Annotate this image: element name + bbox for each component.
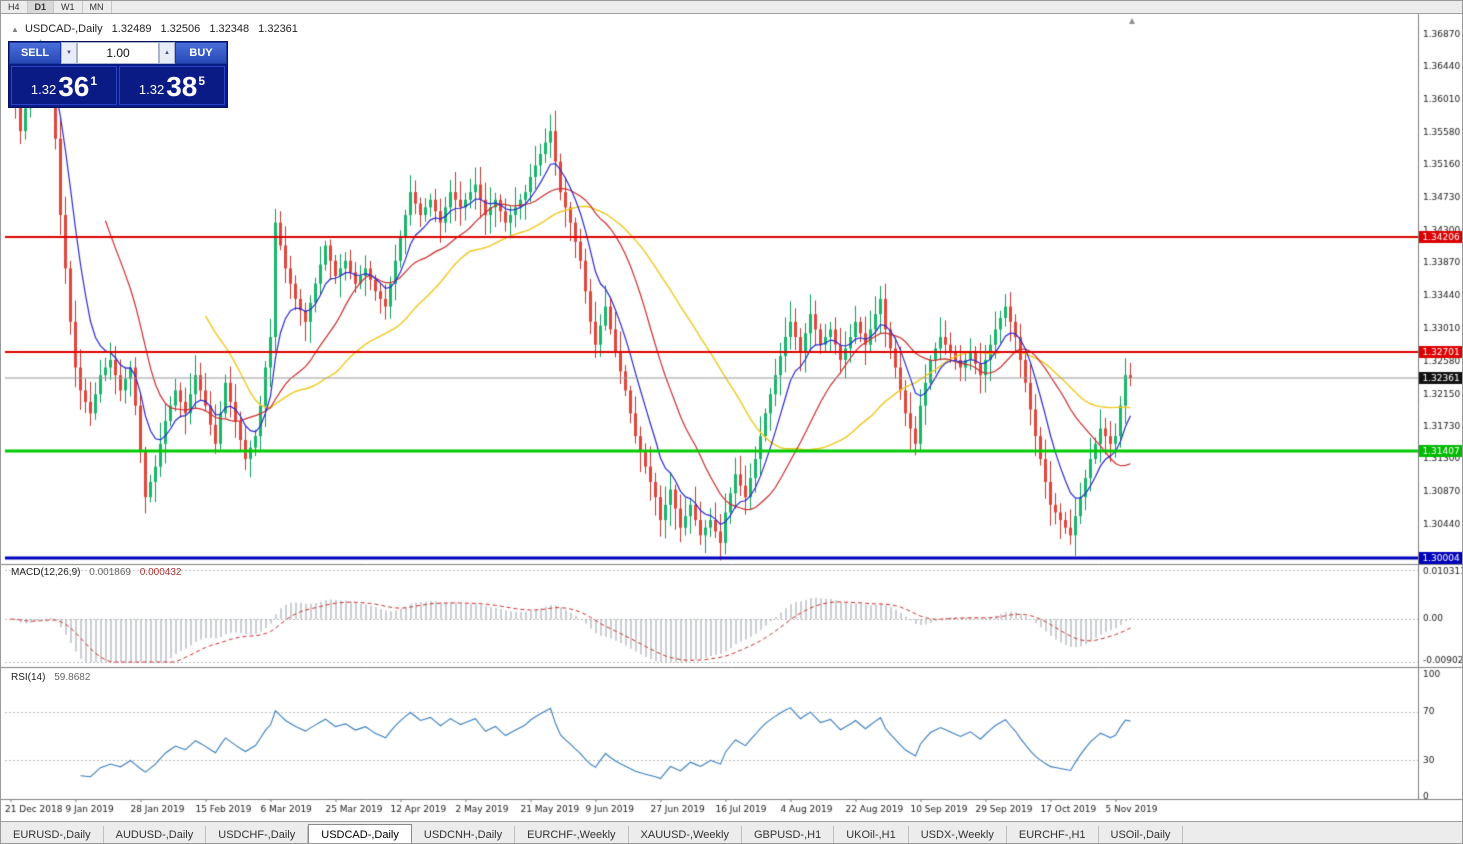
timeframe-button-h4[interactable]: H4 [1,1,28,13]
tab-eurusd-daily[interactable]: EURUSD-,Daily [1,826,104,843]
tab-usdcad-daily[interactable]: USDCAD-,Daily [308,824,412,843]
symbol-arrow-icon: ▲ [11,25,19,34]
macd-signal-value: 0.000432 [139,567,182,578]
ask-big-digits: 38 [166,71,198,102]
volume-decrease-button[interactable]: ▼ [61,42,77,64]
macd-main-value: 0.001869 [89,567,131,578]
tab-usdcnh-daily[interactable]: USDCNH-,Daily [412,826,516,843]
timeframe-button-w1[interactable]: W1 [54,1,83,13]
quote-high: 1.32506 [160,23,201,35]
tab-xauusd-weekly[interactable]: XAUUSD-,Weekly [629,826,742,843]
macd-name: MACD(12,26,9) [11,567,81,578]
tab-audusd-daily[interactable]: AUDUSD-,Daily [104,826,207,843]
buy-button[interactable]: BUY [175,42,227,64]
bid-pip-digit: 1 [90,74,98,88]
quote-low: 1.32348 [209,23,250,35]
bid-prefix: 1.32 [30,82,57,97]
tab-eurchf-weekly[interactable]: EURCHF-,Weekly [515,826,629,843]
one-click-trading-panel: SELL ▼ ▲ BUY 1.32 36 1 1.32 38 5 [8,41,228,108]
ask-prefix: 1.32 [138,82,165,97]
timeframe-toolbar: H4 D1 W1 MN [1,1,1462,14]
tab-usoil-daily[interactable]: USOil-,Daily [1099,826,1184,843]
bid-big-digits: 36 [58,71,90,102]
price-chart-canvas[interactable] [1,14,1462,821]
timeframe-button-d1[interactable]: D1 [27,1,55,13]
ask-price: 1.32 38 5 [119,66,225,105]
tab-ukoil-h1[interactable]: UKOil-,H1 [834,826,909,843]
volume-increase-button[interactable]: ▲ [159,42,175,64]
bid-price: 1.32 36 1 [11,66,117,105]
timeframe-button-mn[interactable]: MN [83,1,112,13]
chart-title: ▲ USDCAD-,Daily 1.32489 1.32506 1.32348 … [11,23,298,35]
macd-indicator-label: MACD(12,26,9) 0.001869 0.000432 [11,567,181,578]
tab-gbpusd-h1[interactable]: GBPUSD-,H1 [742,826,835,843]
ask-pip-digit: 5 [198,74,206,88]
chart-symbol-label: USDCAD-,Daily [24,23,103,35]
tab-usdx-weekly[interactable]: USDX-,Weekly [909,826,1007,843]
rsi-value: 59.8682 [54,672,91,683]
rsi-indicator-label: RSI(14) 59.8682 [11,672,90,683]
sell-button[interactable]: SELL [9,42,61,64]
chart-tab-bar: EURUSD-,Daily AUDUSD-,Daily USDCHF-,Dail… [1,821,1462,843]
quote-open: 1.32489 [111,23,152,35]
volume-input[interactable] [77,42,159,64]
rsi-name: RSI(14) [11,672,46,683]
tab-usdchf-daily[interactable]: USDCHF-,Daily [206,826,309,843]
quote-close: 1.32361 [258,23,298,35]
tab-eurchf-h1[interactable]: EURCHF-,H1 [1007,826,1099,843]
